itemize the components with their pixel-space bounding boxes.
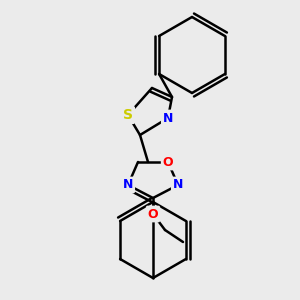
Text: N: N xyxy=(123,178,133,191)
Text: O: O xyxy=(148,208,158,220)
Text: O: O xyxy=(163,155,173,169)
Text: N: N xyxy=(163,112,173,124)
Text: N: N xyxy=(173,178,183,191)
Text: S: S xyxy=(123,108,133,122)
